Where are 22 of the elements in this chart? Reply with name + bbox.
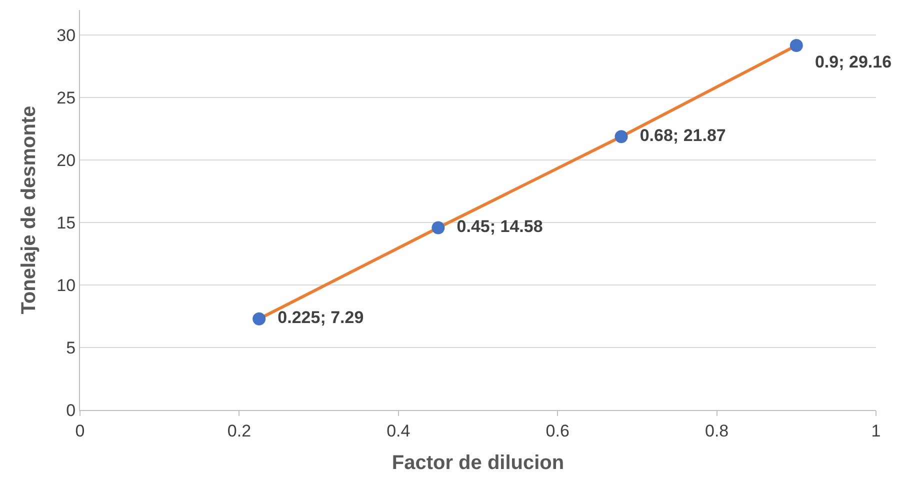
data-label: 0.9; 29.16 bbox=[814, 52, 892, 72]
point bbox=[614, 130, 628, 144]
y-axis-title: Tonelaje de desmonte bbox=[18, 106, 40, 314]
x-tick-label: 1 bbox=[871, 421, 881, 440]
x-tick-label: 0.6 bbox=[546, 421, 570, 440]
y-tick-label: 25 bbox=[56, 88, 76, 108]
y-tick-label: 15 bbox=[56, 213, 76, 232]
y-tick-label: 0 bbox=[66, 400, 76, 420]
y-tick-label: 30 bbox=[56, 26, 76, 45]
x-tick-label: 0.4 bbox=[386, 421, 410, 440]
point bbox=[432, 221, 445, 234]
data-label: 0.225; 7.29 bbox=[278, 308, 364, 328]
x-tick-label: 0.8 bbox=[704, 421, 729, 440]
data-label: 0.68; 21.87 bbox=[640, 126, 726, 145]
point bbox=[252, 312, 266, 326]
x-tick-label: 0.2 bbox=[227, 421, 252, 440]
y-tick-label: 5 bbox=[66, 338, 76, 358]
y-tick-label: 10 bbox=[56, 276, 76, 295]
point bbox=[790, 39, 803, 52]
data-label: 0.45; 14.58 bbox=[456, 217, 543, 236]
x-axis-title: Factor de dilucion bbox=[392, 452, 564, 474]
y-tick-label: 20 bbox=[56, 150, 76, 170]
